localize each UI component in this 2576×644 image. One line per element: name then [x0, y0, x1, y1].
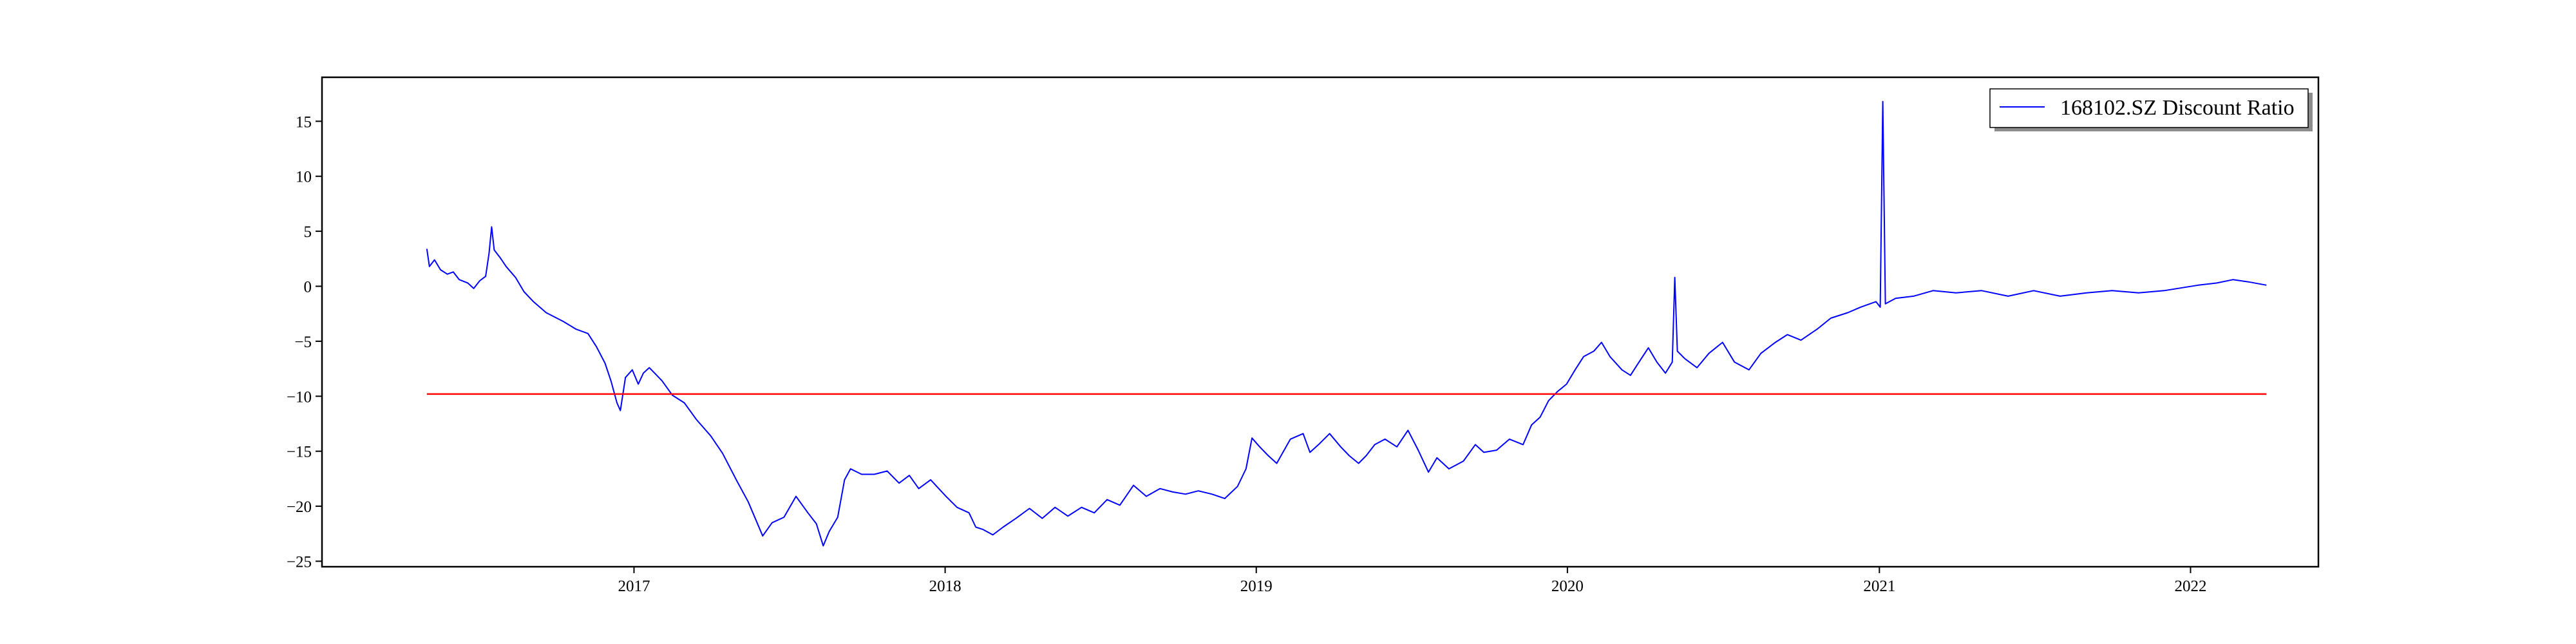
plot-frame: [321, 76, 2320, 568]
x-tick-label: 2021: [1863, 578, 1895, 595]
y-tick-label: −5: [294, 334, 312, 351]
x-tick-label: 2020: [1551, 578, 1584, 595]
y-axis: 15 10 5 0 −5 −10 −15 −20 −25: [287, 113, 322, 571]
x-tick-label: 2022: [2174, 578, 2206, 595]
y-tick-label: 0: [304, 278, 312, 296]
y-tick-label: 10: [296, 169, 312, 186]
y-tick-label: −15: [287, 444, 312, 461]
x-tick-label: 2018: [929, 578, 961, 595]
legend-label: 168102.SZ Discount Ratio: [2060, 96, 2295, 120]
y-tick-label: 5: [304, 223, 312, 241]
x-axis: 2017 2018 2019 2020 2021 2022: [618, 567, 2206, 595]
y-tick-label: −10: [287, 388, 312, 406]
plot-area: [426, 100, 2267, 547]
legend-box: [1989, 88, 2309, 128]
y-tick-label: −25: [287, 553, 312, 571]
x-tick-label: 2019: [1240, 578, 1273, 595]
x-tick-label: 2017: [618, 578, 650, 595]
y-tick-label: 15: [296, 113, 312, 131]
y-tick-label: −20: [287, 498, 312, 516]
legend: 168102.SZ Discount Ratio: [1989, 88, 2313, 131]
